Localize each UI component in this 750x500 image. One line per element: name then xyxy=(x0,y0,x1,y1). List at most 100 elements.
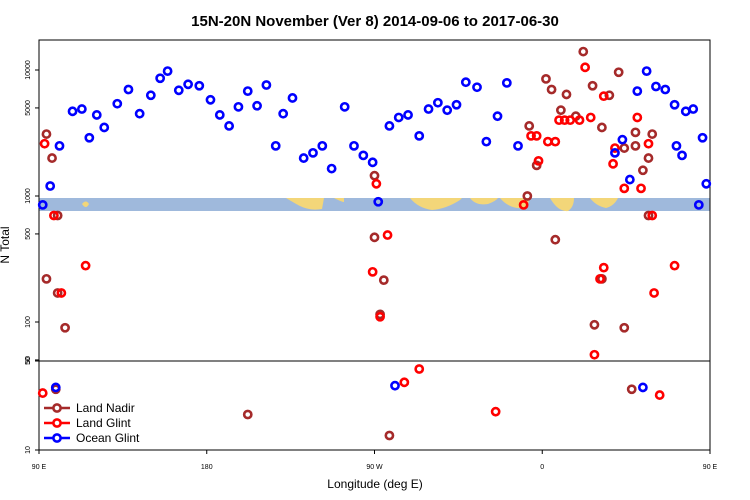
y-tick-label: 100 xyxy=(25,316,32,328)
y-tick-label: 50 xyxy=(25,357,32,365)
data-point xyxy=(610,147,620,158)
data-point xyxy=(375,311,385,322)
data-point xyxy=(669,260,680,271)
data-point xyxy=(371,178,382,189)
data-points xyxy=(37,46,712,441)
data-point xyxy=(134,108,145,119)
data-point xyxy=(47,153,57,163)
data-point xyxy=(50,382,61,393)
data-point xyxy=(550,136,561,147)
data-point xyxy=(561,89,572,100)
x-tick-label: 180 xyxy=(201,464,213,471)
data-point xyxy=(589,319,600,330)
data-point xyxy=(574,115,585,126)
data-point xyxy=(317,140,328,151)
data-point xyxy=(641,66,652,77)
data-point xyxy=(308,147,318,158)
data-point xyxy=(326,163,337,174)
data-point xyxy=(555,105,566,116)
data-point xyxy=(624,174,635,185)
data-point xyxy=(654,390,665,400)
data-point xyxy=(155,73,166,84)
data-point xyxy=(580,62,591,73)
data-point xyxy=(565,115,576,126)
data-point xyxy=(619,143,630,153)
data-point xyxy=(339,101,350,112)
data-point xyxy=(472,82,482,93)
data-point xyxy=(76,104,87,114)
x-tick-label: 90 W xyxy=(366,464,383,471)
data-point xyxy=(524,121,535,131)
data-point xyxy=(41,273,52,284)
data-point xyxy=(414,130,425,141)
data-point xyxy=(613,67,624,78)
data-point xyxy=(619,322,630,333)
data-point xyxy=(608,158,618,169)
data-point xyxy=(643,153,654,163)
data-point xyxy=(80,260,91,271)
data-point xyxy=(638,165,648,176)
x-tick-label: 0 xyxy=(540,464,544,471)
y-axis-label: N Total xyxy=(0,226,12,263)
data-point xyxy=(688,104,699,114)
data-point xyxy=(680,106,691,117)
data-point xyxy=(632,112,643,123)
data-point xyxy=(554,115,564,126)
data-point xyxy=(460,77,471,88)
data-point xyxy=(41,129,52,139)
data-point xyxy=(559,115,570,126)
data-point xyxy=(52,210,63,221)
data-point xyxy=(37,199,48,210)
data-point xyxy=(261,80,272,90)
data-point xyxy=(145,90,156,101)
data-point xyxy=(610,143,620,153)
data-point xyxy=(585,112,596,123)
data-point xyxy=(598,262,609,273)
data-point xyxy=(598,91,609,102)
data-point xyxy=(589,349,600,360)
data-point xyxy=(39,138,50,149)
data-point xyxy=(617,134,628,145)
data-point xyxy=(414,364,425,374)
data-point xyxy=(45,181,56,191)
y-tick-label: 1000 xyxy=(25,188,32,204)
data-point xyxy=(242,86,253,97)
data-point xyxy=(501,77,512,88)
data-point xyxy=(638,382,648,393)
land-shape xyxy=(470,198,498,205)
data-point xyxy=(205,94,216,105)
data-point xyxy=(541,73,551,84)
data-point xyxy=(643,138,654,149)
land-shape xyxy=(334,198,344,202)
data-point xyxy=(54,140,65,151)
legend-marker xyxy=(52,403,62,413)
data-point xyxy=(393,112,404,123)
data-point xyxy=(367,266,378,277)
data-point xyxy=(224,121,235,131)
data-point xyxy=(587,80,598,91)
data-point xyxy=(531,130,542,141)
axis-ticks: 90 E 180 90 W 0 90 E501005001000500010000105… xyxy=(25,60,718,471)
data-point xyxy=(99,122,110,133)
data-point xyxy=(671,140,682,151)
data-point xyxy=(349,140,359,151)
data-point xyxy=(578,46,589,57)
data-point xyxy=(382,230,393,240)
data-point xyxy=(183,79,194,90)
data-point xyxy=(481,136,492,147)
x-axis-label: Longitude (deg E) xyxy=(327,477,422,491)
data-point xyxy=(669,99,680,110)
data-point xyxy=(522,191,533,201)
data-point xyxy=(546,84,557,95)
x-tick-label: 90 E xyxy=(32,464,47,471)
data-point xyxy=(52,288,63,298)
data-point xyxy=(358,150,369,161)
data-point xyxy=(252,100,262,111)
data-point xyxy=(701,178,712,189)
y-tick-label: 500 xyxy=(25,228,32,240)
data-point xyxy=(367,157,378,168)
data-point xyxy=(403,110,413,120)
data-point xyxy=(298,153,309,163)
